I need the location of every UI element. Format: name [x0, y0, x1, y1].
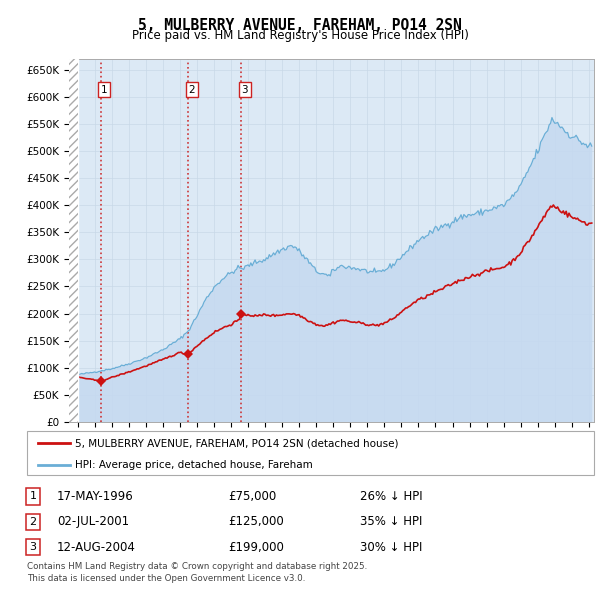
FancyBboxPatch shape: [27, 431, 594, 475]
Text: £199,000: £199,000: [228, 540, 284, 554]
Text: 35% ↓ HPI: 35% ↓ HPI: [360, 515, 422, 529]
Text: 30% ↓ HPI: 30% ↓ HPI: [360, 540, 422, 554]
Text: 2: 2: [29, 517, 37, 527]
Text: HPI: Average price, detached house, Fareham: HPI: Average price, detached house, Fare…: [75, 460, 313, 470]
Text: 17-MAY-1996: 17-MAY-1996: [57, 490, 134, 503]
Text: £125,000: £125,000: [228, 515, 284, 529]
Text: Contains HM Land Registry data © Crown copyright and database right 2025.
This d: Contains HM Land Registry data © Crown c…: [27, 562, 367, 583]
Bar: [69, 59, 77, 422]
Text: 1: 1: [29, 491, 37, 502]
Text: 2: 2: [188, 85, 195, 95]
Text: 3: 3: [241, 85, 248, 95]
Text: Price paid vs. HM Land Registry's House Price Index (HPI): Price paid vs. HM Land Registry's House …: [131, 30, 469, 42]
Text: 26% ↓ HPI: 26% ↓ HPI: [360, 490, 422, 503]
Text: 02-JUL-2001: 02-JUL-2001: [57, 515, 129, 529]
Text: 5, MULBERRY AVENUE, FAREHAM, PO14 2SN (detached house): 5, MULBERRY AVENUE, FAREHAM, PO14 2SN (d…: [75, 438, 398, 448]
Text: 12-AUG-2004: 12-AUG-2004: [57, 540, 136, 554]
Text: £75,000: £75,000: [228, 490, 276, 503]
Text: 5, MULBERRY AVENUE, FAREHAM, PO14 2SN: 5, MULBERRY AVENUE, FAREHAM, PO14 2SN: [138, 18, 462, 32]
Text: 1: 1: [101, 85, 107, 95]
Bar: [69, 59, 77, 422]
Text: 3: 3: [29, 542, 37, 552]
